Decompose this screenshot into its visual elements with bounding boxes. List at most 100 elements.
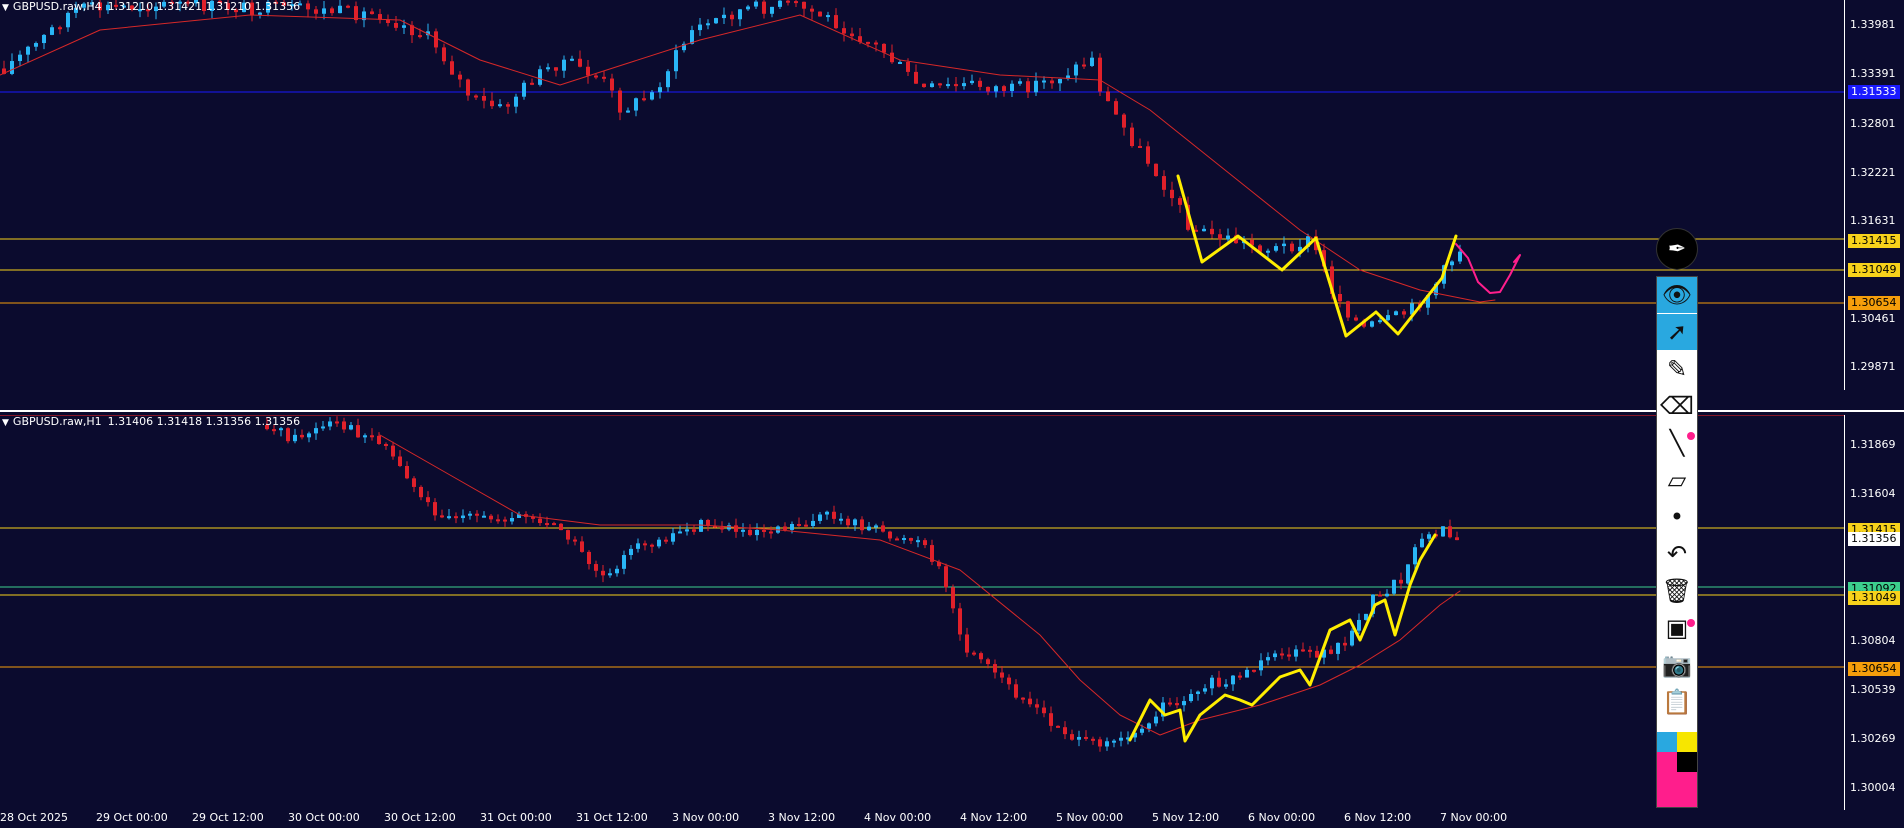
candle-body: [218, 0, 222, 4]
eye-icon[interactable]: 👁: [1657, 277, 1697, 313]
candle-body: [1050, 80, 1054, 84]
candle-body: [916, 540, 920, 543]
candle-body: [850, 33, 854, 37]
candle-body: [426, 31, 430, 36]
time-axis-label: 5 Nov 00:00: [1056, 811, 1124, 824]
h1-chart-title: ▼ GBPUSD.raw,H1 1.31406 1.31418 1.31356 1.…: [0, 415, 300, 429]
candle-body: [1058, 79, 1062, 84]
collapse-triangle-icon[interactable]: ▼: [2, 3, 9, 13]
candle-body: [622, 555, 626, 569]
candle-body: [909, 538, 913, 541]
candle-body: [1189, 693, 1193, 702]
candle-body: [338, 5, 342, 14]
candle-body: [2, 68, 6, 74]
color-swatch[interactable]: [1677, 752, 1697, 772]
candle-body: [475, 513, 479, 516]
h1-time-axis[interactable]: 28 Oct 2025 29 Oct 00:00 29 Oct 12:00 30 Oc…: [0, 808, 1844, 828]
cursor-arrow-icon[interactable]: ➚: [1657, 314, 1697, 350]
candle-body: [811, 520, 815, 526]
candle-body: [398, 456, 402, 467]
candle-body: [514, 96, 518, 107]
candle-body: [954, 84, 958, 87]
candle-body: [898, 62, 902, 65]
candle-body: [410, 25, 414, 36]
h4-chart-pane[interactable]: ▼ GBPUSD.raw,H4 1.31210 1.31421 1.31210 1.…: [0, 0, 1904, 404]
color-swatch[interactable]: [1677, 732, 1697, 752]
candle-body: [162, 1, 166, 7]
candle-body: [517, 514, 521, 518]
candle-body: [1028, 698, 1032, 705]
candle-body: [1402, 311, 1406, 315]
color-swatch[interactable]: [1657, 732, 1677, 752]
candle-body: [1394, 311, 1398, 316]
highlighter-icon[interactable]: ▱: [1667, 466, 1687, 494]
candle-body: [106, 4, 110, 11]
candle-body: [146, 9, 150, 12]
candle-body: [242, 2, 246, 13]
price-tick-label: 1.31631: [1850, 214, 1896, 227]
h4-price-chart[interactable]: [0, 0, 1904, 390]
candle-body: [1245, 669, 1249, 678]
line-tool-icon[interactable]: ╲: [1669, 429, 1685, 457]
candle-body: [755, 529, 759, 536]
candle-body: [433, 502, 437, 516]
trash-icon[interactable]: 🗑: [1661, 577, 1693, 605]
price-level-tag: 1.31533: [1848, 85, 1900, 99]
candle-body: [370, 435, 374, 438]
candle-body: [1014, 684, 1018, 698]
pane-separator-line: [0, 410, 1904, 412]
candle-body: [594, 75, 598, 78]
pane-separator[interactable]: [0, 390, 1904, 412]
candle-body: [867, 526, 871, 531]
candle-body: [797, 523, 801, 526]
candle-body: [26, 46, 30, 55]
eraser-icon[interactable]: ⌫: [1660, 392, 1694, 420]
time-axis-label: 31 Oct 12:00: [576, 811, 648, 824]
candle-body: [42, 34, 46, 44]
candle-body: [978, 80, 982, 87]
color-indicator-dot: [1687, 432, 1695, 440]
pen-off-icon[interactable]: ✎: [1666, 355, 1688, 383]
time-axis-label: 31 Oct 00:00: [480, 811, 552, 824]
candle-body: [580, 541, 584, 552]
candle-body: [858, 36, 862, 42]
candle-body: [1294, 649, 1298, 657]
time-axis-label: 30 Oct 00:00: [288, 811, 360, 824]
candle-body: [538, 518, 542, 524]
candle-body: [300, 434, 304, 438]
candle-body: [1074, 64, 1078, 76]
candle-body: [130, 5, 134, 10]
candle-body: [650, 544, 654, 547]
collapse-triangle-icon[interactable]: ▼: [2, 418, 9, 428]
candle-body: [1259, 660, 1263, 671]
candle-body: [1441, 526, 1445, 537]
presentation-icon[interactable]: ▣: [1665, 614, 1689, 642]
undo-icon[interactable]: ↶: [1666, 540, 1688, 568]
candle-body: [1392, 579, 1396, 594]
moving-average-line: [0, 14, 1496, 303]
candle-body: [282, 2, 286, 6]
pen-nib-icon[interactable]: ✒: [1656, 228, 1698, 270]
candle-body: [1252, 669, 1256, 672]
dot-size-icon[interactable]: •: [1669, 503, 1685, 531]
candle-body: [202, 0, 206, 12]
candle-body: [946, 84, 950, 87]
h4-price-axis[interactable]: [1844, 0, 1904, 390]
h1-chart-pane[interactable]: ▼ GBPUSD.raw,H1 1.31406 1.31418 1.31356 1.…: [0, 415, 1904, 824]
candle-body: [1168, 702, 1172, 705]
candle-body: [474, 95, 478, 98]
candle-body: [1042, 707, 1046, 714]
h1-price-chart[interactable]: [0, 415, 1904, 810]
time-axis-label: 4 Nov 12:00: [960, 811, 1028, 824]
candle-body: [1386, 315, 1390, 321]
candle-body: [34, 43, 38, 47]
candle-body: [1301, 649, 1305, 652]
candle-body: [839, 518, 843, 521]
candle-body: [962, 83, 966, 87]
candle-body: [642, 98, 646, 101]
clipboard-icon[interactable]: 📋: [1662, 688, 1692, 716]
candle-body: [1098, 57, 1102, 92]
h1-price-axis[interactable]: [1844, 415, 1904, 810]
camera-icon[interactable]: 📷: [1662, 651, 1692, 679]
time-axis-label: 29 Oct 00:00: [96, 811, 168, 824]
